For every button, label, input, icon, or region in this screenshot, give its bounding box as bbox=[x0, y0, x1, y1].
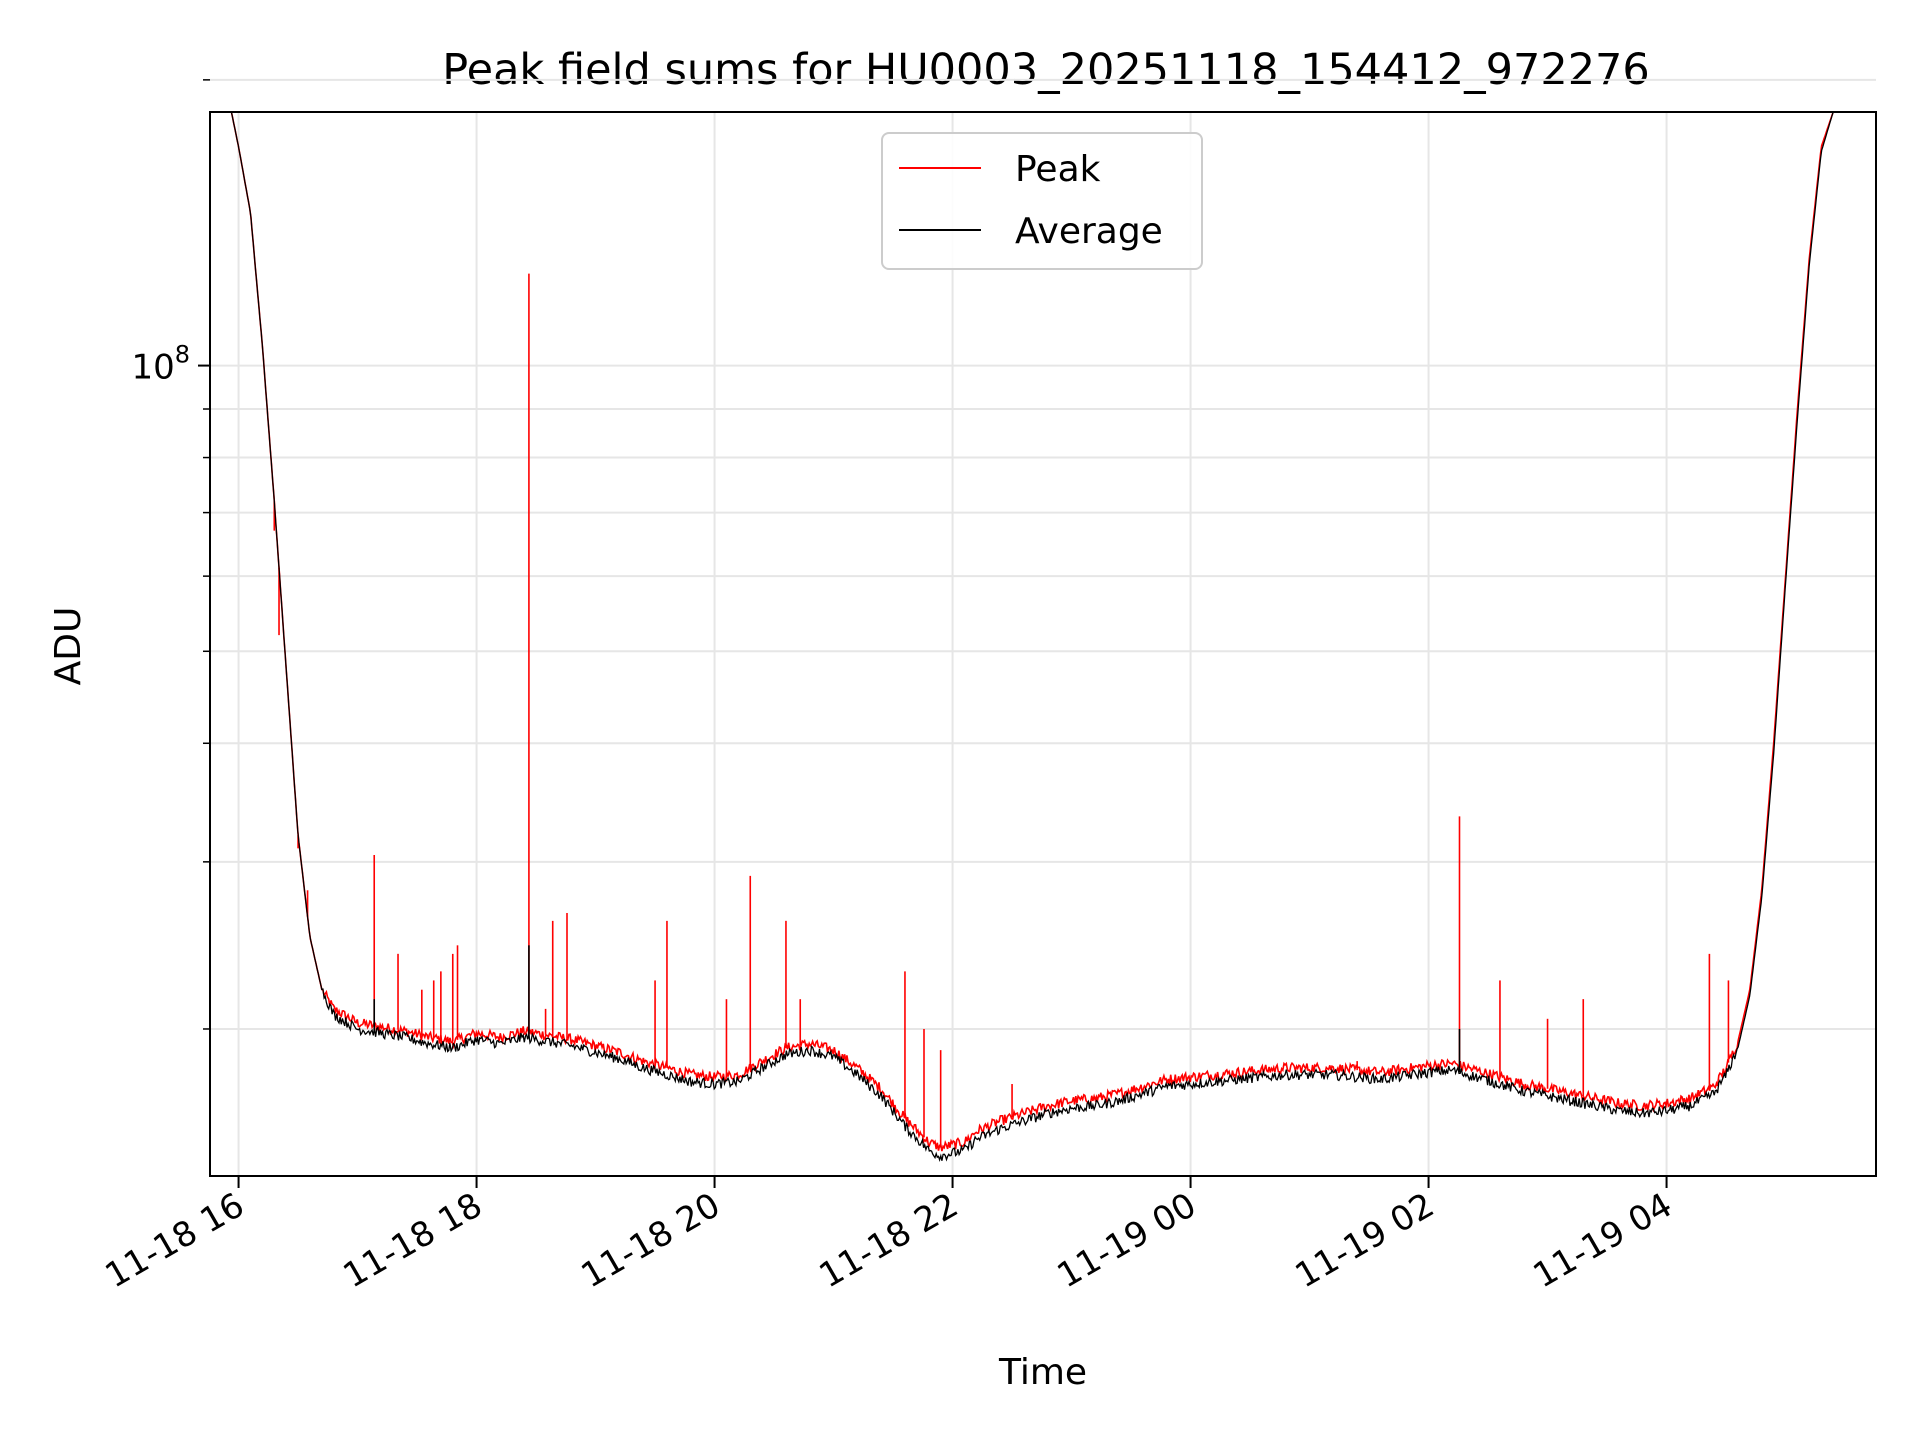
legend-label-average: Average bbox=[1015, 211, 1163, 252]
legend: Peak Average bbox=[881, 132, 1203, 270]
y-tick-label: 108 bbox=[131, 341, 190, 388]
series-line-peak bbox=[230, 112, 1834, 1152]
series-line-average bbox=[230, 112, 1834, 1162]
series-average bbox=[230, 112, 1834, 1162]
y-tick-label-base: 10 bbox=[131, 348, 174, 388]
x-axis-label: Time bbox=[998, 1352, 1087, 1393]
plot-area bbox=[230, 112, 1834, 1162]
y-axis-label: ADU bbox=[48, 607, 89, 686]
grid bbox=[210, 78, 1876, 1176]
y-tick-label-exponent: 8 bbox=[175, 341, 190, 369]
axes-frame bbox=[209, 111, 1877, 1177]
legend-label-peak: Peak bbox=[1015, 149, 1101, 190]
chart-title: Peak field sums for HU0003_20251118_1544… bbox=[442, 45, 1650, 95]
series-peak bbox=[230, 112, 1834, 1152]
